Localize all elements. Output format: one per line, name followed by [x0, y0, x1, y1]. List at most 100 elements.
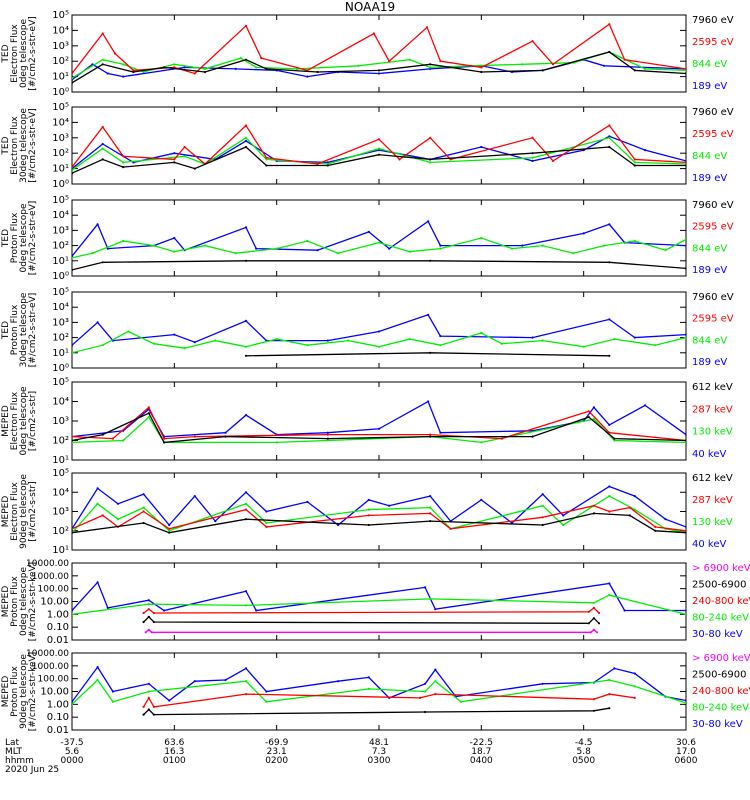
data-point — [96, 487, 99, 490]
data-point — [111, 437, 114, 440]
data-point — [429, 512, 432, 515]
data-point — [193, 341, 196, 344]
data-point — [122, 239, 125, 243]
x-row-value: 16.3 — [164, 747, 184, 757]
legend-entry: 189 eV — [692, 265, 727, 276]
legend-entry: 7960 eV — [692, 15, 734, 26]
panel-1: 10⁵ 10⁴ 10³ 10² 10¹ 10⁰ TED Electron Flux 0deg t… — [1, 10, 734, 98]
data-point — [101, 125, 104, 129]
data-point — [608, 145, 611, 149]
y-axis-label-line: TED — [1, 44, 11, 63]
data-point — [214, 520, 217, 523]
data-point — [480, 66, 483, 69]
data-point — [265, 158, 268, 161]
panel-7: 10000.00 1000.00 100.00 10.001.00 0.10 0.01 ME… — [1, 559, 750, 646]
chart-title: NOAA19 — [345, 0, 395, 14]
data-point — [111, 700, 114, 703]
date-label: 2020 Jun 25 — [5, 765, 59, 775]
y-axis-label-line: MEPED — [1, 676, 11, 708]
data-point — [684, 336, 686, 339]
x-axis-group: Lat -37.5 63.6 -69.9 48.1 -22.5 -4.5 30.6 MLT 5.6… — [5, 738, 698, 775]
data-point — [633, 239, 636, 243]
y-tick-label: 1.00 — [47, 609, 69, 620]
legend-entry: > 6900 keV — [692, 563, 750, 574]
legend-entry: 2595 eV — [692, 314, 734, 325]
data-point — [234, 67, 237, 70]
data-point — [255, 66, 258, 69]
data-point — [147, 406, 150, 409]
data-point — [244, 345, 248, 348]
data-point — [367, 687, 370, 691]
legend-entry: 240-800 keV — [692, 686, 750, 697]
data-point — [613, 439, 616, 442]
data-point — [113, 52, 117, 55]
legend-entry: 612 keV — [692, 382, 733, 393]
data-point — [427, 400, 430, 403]
y-tick-label: 10¹ — [52, 256, 69, 267]
data-point — [244, 145, 248, 149]
y-axis-label-line: MEPED — [1, 586, 11, 618]
y-tick-label: 10000.00 — [26, 559, 69, 569]
series-line-2500-6900 — [143, 615, 600, 624]
data-point — [531, 159, 534, 162]
data-point — [152, 620, 155, 624]
data-point — [244, 259, 248, 262]
data-point — [597, 611, 601, 615]
data-point — [664, 518, 667, 521]
legend-entry: 40 keV — [692, 449, 726, 460]
legend-entry: > 6900 keV — [692, 653, 750, 664]
data-point — [510, 247, 514, 250]
panel-frame — [71, 14, 687, 93]
data-point — [434, 608, 437, 611]
y-tick-label: 10³ — [52, 507, 69, 518]
x-row-value: 17.0 — [676, 747, 696, 757]
legend-entry: 80-240 keV — [692, 613, 749, 624]
x-row-value: 0600 — [675, 756, 698, 766]
data-point — [427, 220, 430, 223]
y-axis-label-line: Electron Flux — [10, 116, 20, 175]
data-point — [337, 523, 340, 527]
legend-entry: 189 eV — [692, 357, 727, 368]
data-point — [388, 504, 391, 507]
y-axis-label: TED Electron Flux 0deg telescope [#/cm2-s-s… — [1, 16, 38, 91]
series-line-7960-ev — [245, 352, 610, 357]
panel-5: 10⁵ 10⁴ 10³ 10² 10¹ MEPED Electron Flux 0deg te… — [1, 377, 733, 466]
y-tick-label: 10⁴ — [52, 25, 69, 36]
y-tick-label: 10¹ — [52, 455, 69, 466]
data-point — [106, 606, 109, 610]
data-point — [168, 527, 171, 530]
data-point — [173, 250, 176, 253]
data-point — [244, 502, 248, 505]
legend-entry: 80-240 keV — [692, 703, 749, 714]
data-point — [377, 427, 381, 430]
data-point — [608, 136, 611, 139]
data-point — [152, 611, 155, 615]
y-axis-label-line: Electron Flux — [10, 482, 20, 541]
data-point — [424, 710, 427, 714]
data-point — [367, 514, 370, 517]
data-point — [587, 410, 590, 413]
data-point — [203, 67, 207, 70]
data-point — [244, 124, 248, 127]
data-point — [275, 247, 278, 250]
y-axis-label-line: 90deg telescope — [19, 654, 29, 729]
data-point — [633, 696, 636, 700]
y-tick-label: 0.01 — [47, 635, 69, 646]
data-point — [531, 152, 534, 155]
data-point — [72, 609, 74, 612]
data-point — [613, 437, 616, 440]
data-point — [429, 435, 432, 438]
legend-entry: 2595 eV — [692, 222, 734, 233]
data-point — [597, 622, 601, 625]
data-point — [429, 597, 432, 601]
y-tick-label: 0.01 — [47, 725, 69, 736]
data-point — [193, 72, 196, 75]
data-point — [72, 527, 74, 530]
x-row-value: 30.6 — [676, 738, 696, 748]
y-axis-label-line: 30deg telescope — [19, 108, 29, 183]
data-point — [147, 682, 150, 685]
data-point — [551, 63, 555, 66]
data-point — [244, 667, 248, 670]
data-point — [608, 693, 611, 696]
data-point — [408, 250, 411, 253]
